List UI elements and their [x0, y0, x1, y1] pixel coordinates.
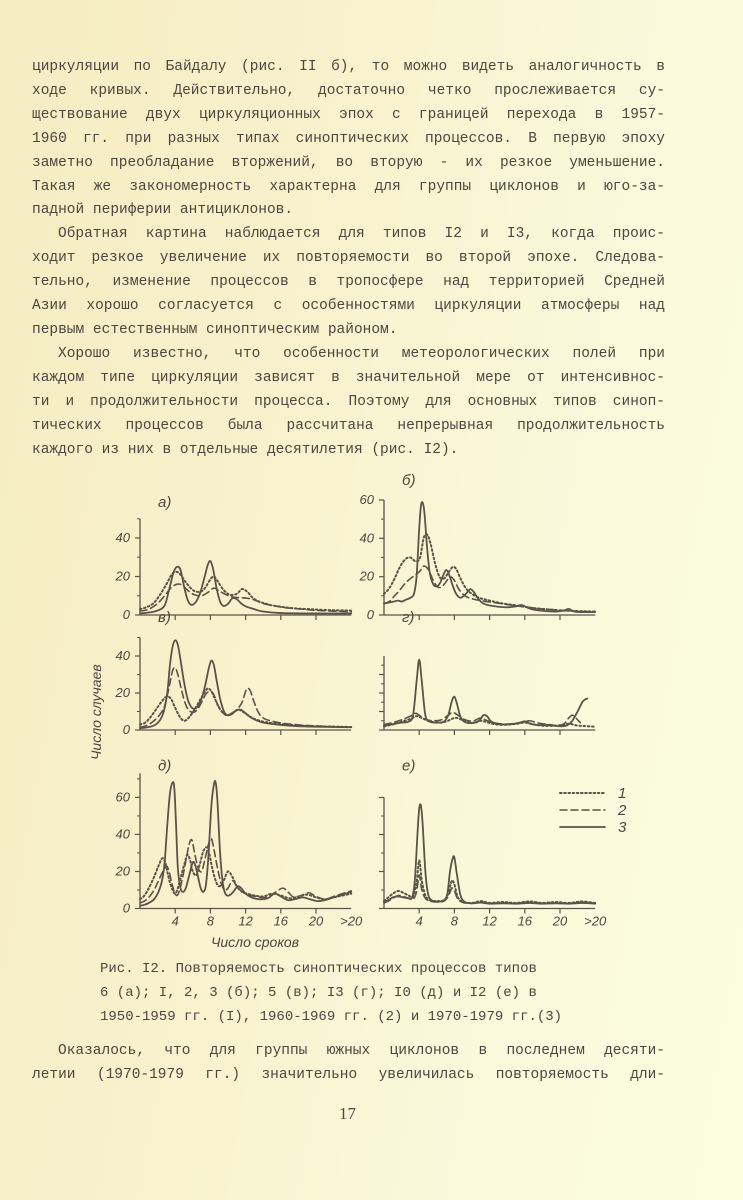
svg-text:>20: >20: [584, 914, 607, 929]
svg-text:0: 0: [123, 901, 131, 916]
svg-text:60: 60: [360, 492, 375, 507]
svg-text:20: 20: [308, 914, 324, 929]
svg-text:3: 3: [618, 819, 627, 836]
svg-text:40: 40: [116, 826, 131, 841]
svg-text:16: 16: [274, 914, 289, 929]
svg-text:12: 12: [238, 914, 253, 929]
svg-text:0: 0: [123, 607, 131, 622]
svg-text:б): б): [402, 472, 415, 489]
svg-text:20: 20: [115, 569, 131, 584]
svg-text:д): д): [158, 758, 171, 775]
svg-text:4: 4: [416, 914, 423, 929]
svg-text:60: 60: [116, 789, 131, 804]
svg-text:40: 40: [116, 648, 131, 663]
svg-text:4: 4: [172, 914, 179, 929]
svg-text:в): в): [158, 609, 171, 626]
svg-text:20: 20: [359, 569, 375, 584]
svg-text:0: 0: [123, 722, 131, 737]
svg-text:20: 20: [552, 914, 568, 929]
svg-text:8: 8: [451, 914, 459, 929]
svg-text:1: 1: [618, 785, 626, 802]
svg-text:a): a): [158, 494, 171, 511]
svg-text:20: 20: [115, 685, 131, 700]
svg-text:е): е): [402, 758, 415, 775]
svg-text:16: 16: [518, 914, 533, 929]
svg-text:8: 8: [207, 914, 215, 929]
svg-text:0: 0: [367, 607, 375, 622]
svg-text:40: 40: [116, 530, 131, 545]
svg-text:>20: >20: [340, 914, 363, 929]
svg-text:12: 12: [482, 914, 497, 929]
svg-text:2: 2: [617, 802, 627, 819]
svg-text:40: 40: [360, 530, 375, 545]
svg-text:г): г): [402, 609, 414, 626]
svg-text:20: 20: [115, 864, 131, 879]
